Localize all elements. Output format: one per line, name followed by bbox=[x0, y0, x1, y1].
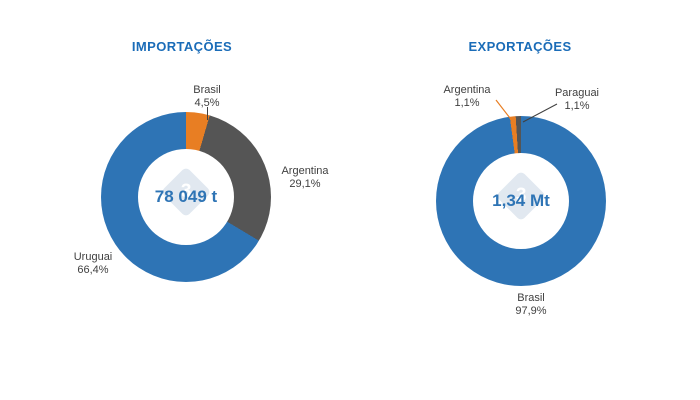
exports-title: EXPORTAÇÕES bbox=[468, 39, 572, 54]
imports-title: IMPORTAÇÕES bbox=[131, 39, 233, 54]
segment-pct: 29,1% bbox=[289, 178, 321, 190]
segment-pct: 66,4% bbox=[77, 264, 109, 276]
exports-label-brasil: Brasil 97,9% bbox=[493, 292, 569, 318]
segment-pct: 1,1% bbox=[454, 97, 480, 109]
imports-label-uruguai: Uruguai 66,4% bbox=[55, 251, 131, 277]
segment-label: Brasil bbox=[193, 84, 221, 96]
segment-label: Paraguai bbox=[554, 87, 600, 99]
segment-pct: 1,1% bbox=[564, 100, 590, 112]
segment-pct: 4,5% bbox=[194, 97, 220, 109]
exports-donut-hole: 3 1,34 Mt bbox=[473, 153, 569, 249]
exports-label-argentina: Argentina 1,1% bbox=[429, 84, 505, 110]
exports-donut-chart: 3 1,34 Mt bbox=[436, 116, 606, 286]
segment-label: Brasil bbox=[517, 292, 545, 304]
segment-label: Argentina bbox=[281, 165, 329, 177]
imports-donut-hole: 3 78 049 t bbox=[138, 149, 234, 245]
imports-donut-chart: 3 78 049 t bbox=[101, 112, 271, 282]
exports-total-value: 1,34 Mt bbox=[492, 191, 550, 210]
segment-label: Uruguai bbox=[73, 251, 113, 263]
segment-pct: 97,9% bbox=[515, 305, 547, 317]
segment-label: Argentina bbox=[443, 84, 491, 96]
imports-label-argentina: Argentina 29,1% bbox=[267, 165, 343, 191]
exports-label-paraguai: Paraguai 1,1% bbox=[539, 87, 615, 113]
imports-label-brasil: Brasil 4,5% bbox=[169, 84, 245, 110]
imports-total-value: 78 049 t bbox=[154, 187, 218, 206]
